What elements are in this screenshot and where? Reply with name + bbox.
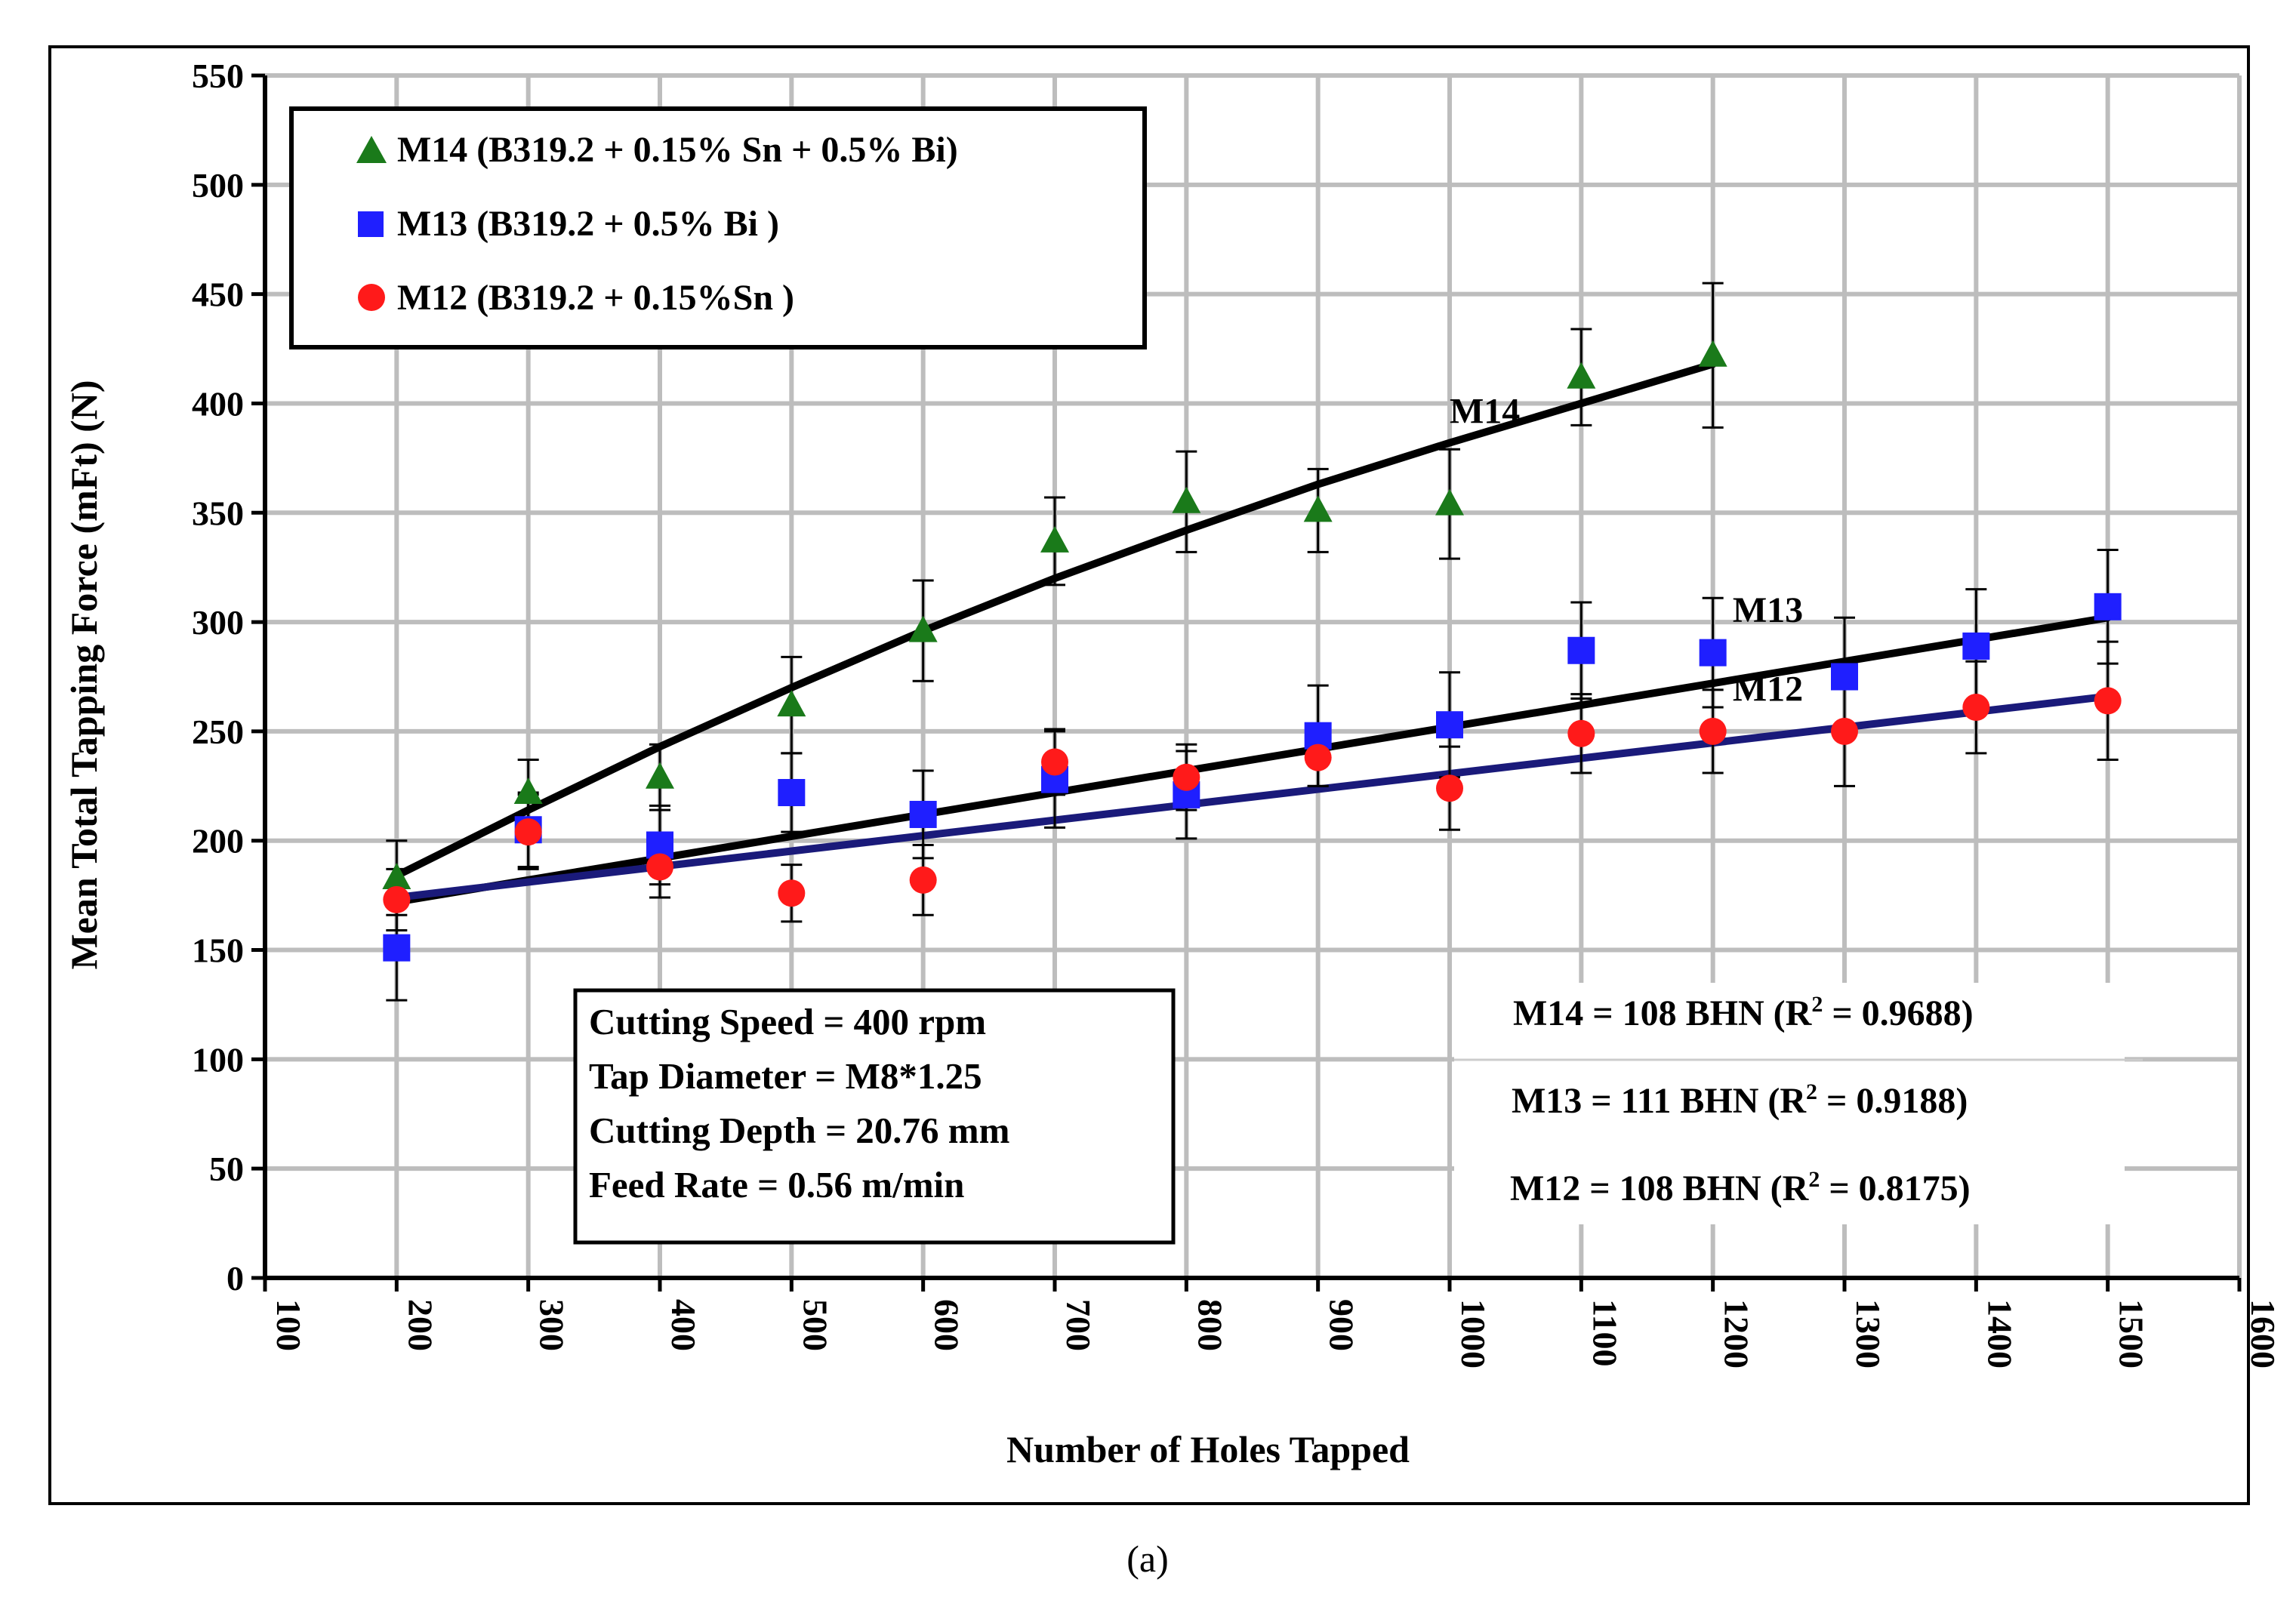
figure-caption: (a): [1126, 1538, 1169, 1580]
annotation-m14: M14: [1450, 392, 1520, 432]
legend-circle-marker: [358, 284, 385, 311]
point-m14-900: [1303, 495, 1333, 522]
point-m12-1500: [2094, 687, 2122, 715]
condition-cutting-depth: Cutting Depth = 20.76 mm: [589, 1110, 1009, 1151]
point-m13-1400: [1962, 632, 1990, 660]
annotation-m12: M12: [1733, 669, 1803, 709]
x-tick-label-1600: 1600: [2244, 1299, 2282, 1369]
point-m12-200: [383, 885, 411, 913]
point-m14-1000: [1435, 488, 1464, 516]
legend-label-m13: M13 (B319.2 + 0.5% Bi ): [397, 204, 779, 244]
point-m12-300: [514, 818, 542, 846]
point-m14-700: [1040, 525, 1069, 553]
legend: M14 (B319.2 + 0.15% Sn + 0.5% Bi) M13 (B…: [289, 106, 1147, 349]
y-tick-label-400: 400: [192, 384, 244, 423]
x-tick-label-400: 400: [664, 1299, 703, 1351]
y-tick-label-0: 0: [227, 1259, 244, 1298]
point-m13-1200: [1699, 639, 1727, 667]
point-m14-300: [513, 777, 543, 805]
y-tick-label-150: 150: [192, 931, 244, 970]
point-m13-600: [909, 800, 937, 828]
point-m13-200: [383, 934, 411, 962]
point-m14-400: [646, 762, 674, 789]
annotation-m13: M13: [1733, 590, 1803, 630]
x-tick-label-1300: 1300: [1849, 1299, 1888, 1369]
x-tick-label-900: 900: [1323, 1299, 1361, 1351]
point-m14-200: [382, 862, 411, 889]
condition-tap-diameter: Tap Diameter = M8*1.25: [589, 1055, 982, 1097]
x-tick-label-100: 100: [270, 1299, 308, 1351]
x-tick-label-1500: 1500: [2113, 1299, 2151, 1369]
x-tick-label-1200: 1200: [1718, 1299, 1756, 1369]
x-tick-label-1000: 1000: [1454, 1299, 1493, 1369]
y-tick-label-450: 450: [192, 276, 244, 314]
y-tick-label-350: 350: [192, 494, 244, 532]
y-tick-label-200: 200: [192, 822, 244, 861]
point-m12-1100: [1567, 719, 1595, 747]
point-m12-600: [909, 866, 937, 894]
legend-label-m12: M12 (B319.2 + 0.15%Sn ): [397, 278, 794, 318]
point-m14-1100: [1567, 362, 1596, 389]
x-tick-label-1400: 1400: [1980, 1299, 2019, 1369]
trendline-m13: [393, 614, 2112, 906]
legend-label-m14: M14 (B319.2 + 0.15% Sn + 0.5% Bi): [397, 130, 958, 170]
point-m14-1200: [1698, 340, 1727, 367]
point-m12-1400: [1962, 694, 1990, 722]
condition-cutting-speed: Cutting Speed = 400 rpm: [589, 1001, 986, 1042]
conditions-box-frame: [573, 988, 1176, 1245]
point-m12-1000: [1436, 774, 1463, 802]
y-tick-label-500: 500: [192, 166, 244, 205]
point-m13-1500: [2094, 593, 2122, 620]
legend-triangle-marker: [356, 136, 387, 163]
y-tick-label-100: 100: [192, 1040, 244, 1079]
y-tick-label-300: 300: [192, 603, 244, 642]
hardness-m14: M14 = 108 BHN (R2 = 0.9688): [1513, 992, 1974, 1033]
data-points: [382, 340, 2122, 962]
axes: 0 50 100 150 200 250 300 350 400 450 500 550 100 200 3…: [192, 57, 2282, 1369]
legend-square-marker: [358, 211, 384, 237]
point-m12-400: [646, 853, 673, 881]
point-m12-1300: [1831, 717, 1858, 745]
hardness-box-frame: [1454, 983, 2125, 1224]
hardness-m12: M12 = 108 BHN (R2 = 0.8175): [1510, 1167, 1971, 1208]
point-m12-800: [1173, 763, 1200, 791]
point-m14-600: [908, 615, 938, 642]
point-m12-500: [778, 879, 806, 907]
x-axis-title: Number of Holes Tapped: [1006, 1428, 1410, 1470]
x-tick-label-300: 300: [533, 1299, 572, 1351]
trendline-m12: [393, 692, 2112, 902]
hardness-m13: M13 = 111 BHN (R2 = 0.9188): [1512, 1079, 1968, 1121]
hardness-box: M14 = 108 BHN (R2 = 0.9688) M13 = 111 BH…: [1454, 983, 2143, 1224]
point-m12-900: [1304, 744, 1332, 771]
x-tick-label-200: 200: [401, 1299, 439, 1351]
point-m14-500: [777, 690, 806, 717]
point-m13-1100: [1567, 636, 1595, 664]
point-m14-800: [1172, 486, 1201, 513]
point-m13-1300: [1831, 663, 1858, 691]
point-m12-1200: [1699, 717, 1727, 745]
y-tick-label-250: 250: [192, 713, 244, 751]
legend-box: [289, 106, 1147, 349]
point-m12-700: [1041, 748, 1068, 776]
conditions-box: Cutting Speed = 400 rpm Tap Diameter = M…: [573, 988, 1176, 1245]
point-m13-500: [778, 779, 806, 807]
y-tick-label-50: 50: [209, 1150, 244, 1188]
x-tick-label-500: 500: [796, 1299, 834, 1351]
x-tick-label-700: 700: [1059, 1299, 1098, 1351]
annotations: M14 M13 M12: [1450, 392, 1803, 710]
x-tick-label-600: 600: [928, 1299, 966, 1351]
condition-feed-rate: Feed Rate = 0.56 m/min: [589, 1164, 964, 1205]
y-axis-title: Mean Total Tapping Force (mFt) (N): [63, 380, 105, 969]
point-m13-1000: [1436, 711, 1463, 739]
x-tick-label-800: 800: [1191, 1299, 1229, 1351]
x-tick-label-1100: 1100: [1586, 1299, 1624, 1366]
y-tick-label-550: 550: [192, 57, 244, 95]
